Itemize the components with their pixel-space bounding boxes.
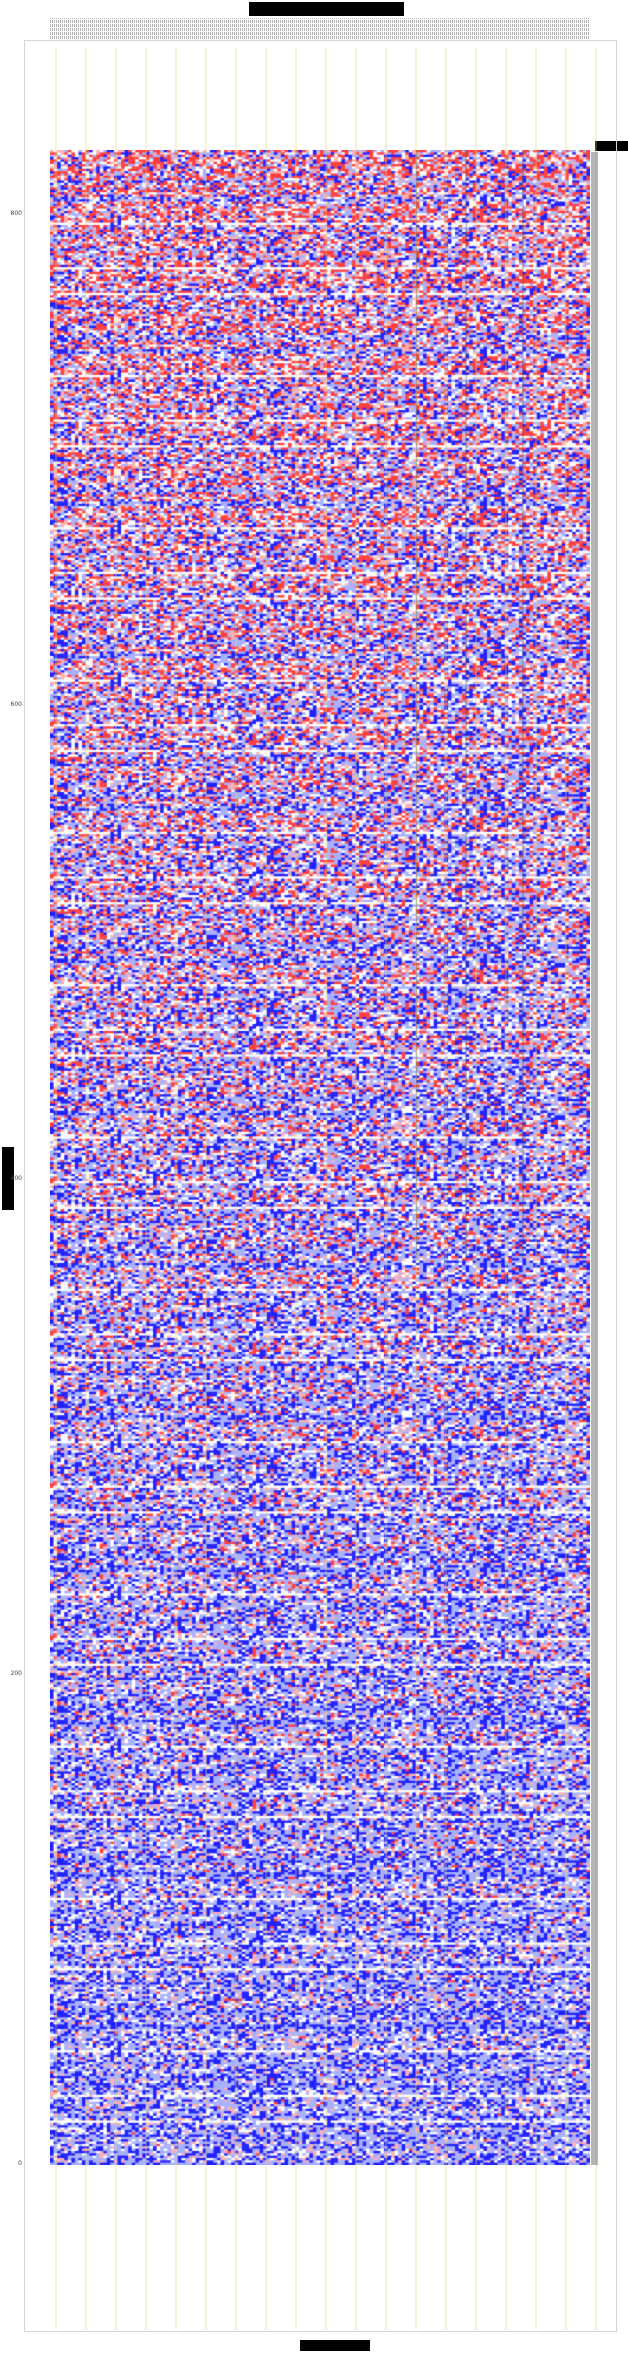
- heatmap-cells: [50, 150, 590, 2165]
- chart-title-redacted: [249, 2, 404, 16]
- row-label-strip: [591, 152, 598, 2165]
- column-labels-header: [50, 18, 590, 40]
- y-tick-label: 400: [11, 1175, 23, 1182]
- y-axis-ticks: 800 600 400 200 0: [11, 210, 23, 2167]
- row-labels: [591, 152, 598, 2165]
- heatmap-raster: [50, 150, 590, 2165]
- y-tick-label: 800: [11, 210, 23, 217]
- y-tick-label: 200: [11, 1670, 23, 1677]
- y-tick-label: 0: [18, 2160, 22, 2167]
- vertical-gridlines: [55, 48, 597, 2330]
- legend-redacted: [595, 141, 628, 151]
- y-tick-label: 600: [11, 701, 23, 708]
- x-axis-label-redacted: [300, 2340, 370, 2351]
- plot-frame: [24, 40, 617, 2332]
- y-axis-label-redacted: [2, 1147, 14, 1210]
